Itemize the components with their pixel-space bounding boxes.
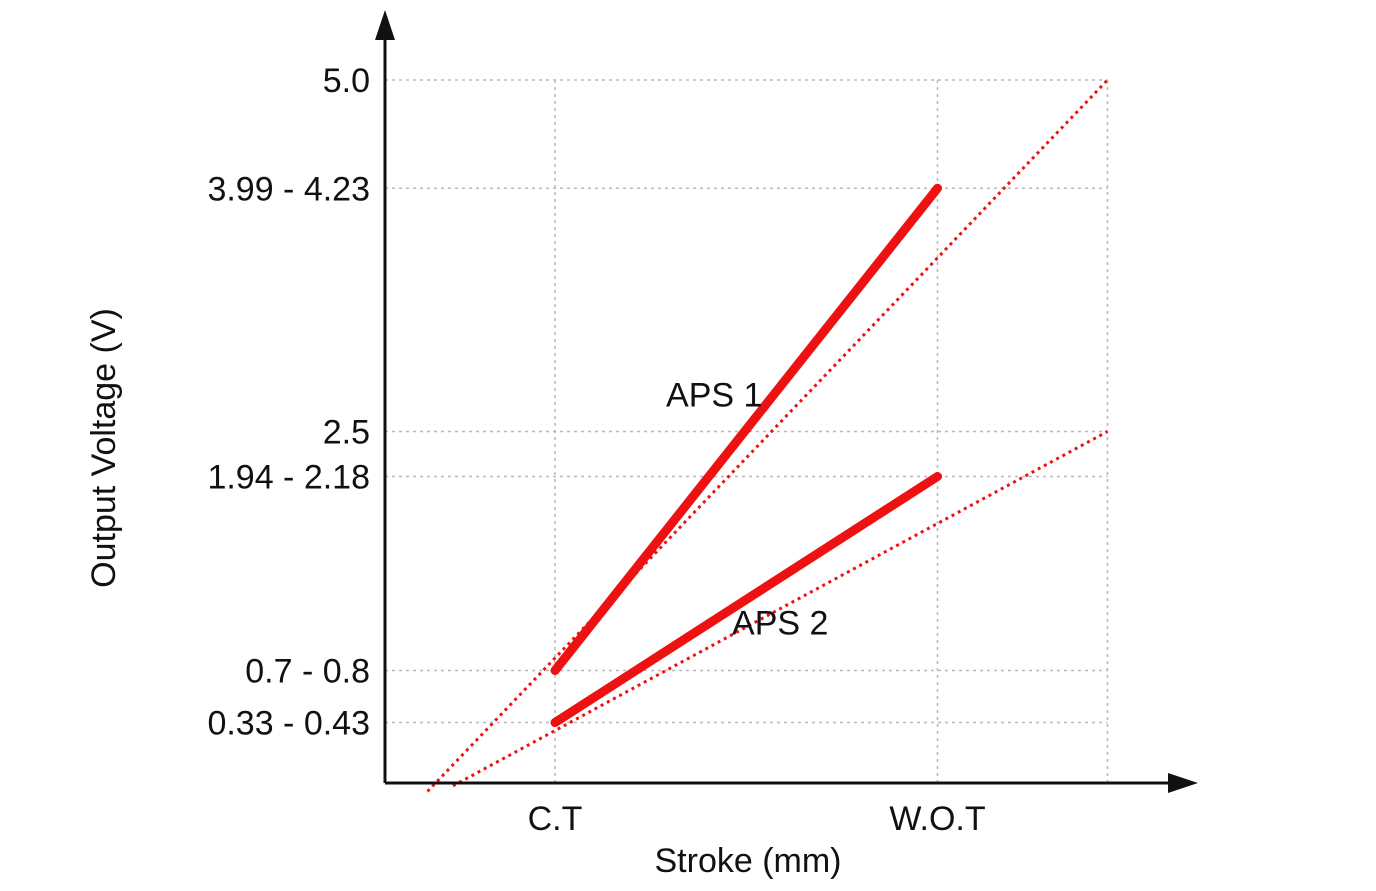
x-axis-title: Stroke (mm) [655,842,842,880]
y-tick-label-1-94-2-18: 1.94 - 2.18 [207,458,370,496]
x-tick-label-w-o-t: W.O.T [889,800,985,838]
series-aps-1-line [550,183,942,676]
y-tick-label-0-33-0-43: 0.33 - 0.43 [207,705,370,743]
y-axis-title: Output Voltage (V) [85,308,123,588]
y-tick-label-5-0: 5.0 [323,62,370,100]
y-axis-arrow [375,10,395,40]
x-axis-arrow [1168,773,1198,793]
series-aps-2-line [550,471,942,728]
label-layer: 5.0 3.99 - 4.23 2.5 1.94 - 2.18 0.7 - 0.8 0.3… [207,62,985,838]
axes-layer [375,10,1198,793]
series-label-aps-2: APS 2 [732,605,828,643]
y-tick-label-3-99-4-23: 3.99 - 4.23 [207,170,370,208]
series-layer [426,78,1109,793]
x-tick-label-c-t: C.T [528,800,583,838]
series-aps-2-extension [452,430,1109,788]
y-tick-label-0-7-0-8: 0.7 - 0.8 [245,653,370,691]
series-label-aps-1: APS 1 [666,376,762,414]
series-aps-1-extension [426,78,1109,793]
y-tick-label-2-5: 2.5 [323,414,370,452]
